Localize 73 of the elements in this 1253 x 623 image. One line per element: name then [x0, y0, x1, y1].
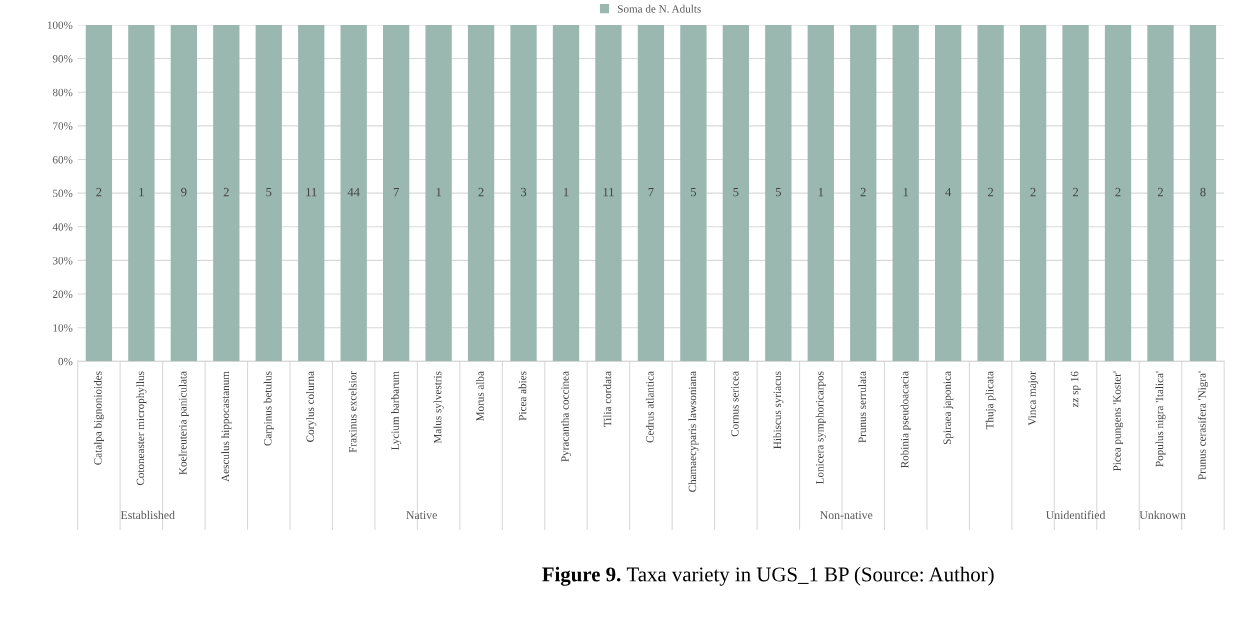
legend-label: Soma de N. Adults: [618, 4, 701, 13]
x-tick-label: Pyracantha coccinea: [560, 371, 572, 462]
x-tick-label: Cedrus atlantica: [645, 371, 654, 443]
annotation: 7: [393, 187, 399, 197]
x-tick-label: Cornus sericea: [731, 371, 739, 437]
x-tick-label: Fraxinus excelsior: [348, 371, 357, 453]
annotation: 2: [988, 187, 994, 197]
y-tick-label: 0%: [58, 357, 73, 366]
text: Established: [120, 510, 175, 520]
annotation: 1: [818, 187, 824, 197]
x-tick-label: Chamaecyparis lawsoniana: [688, 371, 699, 492]
x-tick-label: Malus sylvestris: [433, 371, 444, 444]
text: Unidentified: [1045, 510, 1106, 520]
y-tick-label: 100%: [47, 21, 73, 29]
y-tick-label: 50%: [53, 189, 73, 198]
y-tick-label: 30%: [52, 256, 73, 265]
y-tick-label: 80%: [52, 88, 73, 97]
x-tick-label: Thuja plicata: [985, 371, 996, 430]
x-tick-label: Cotoneaster microphyllus: [136, 371, 147, 486]
annotation: 3: [521, 187, 527, 197]
annotation: 2: [96, 187, 102, 197]
x-tick-label: Morus alba: [476, 371, 484, 422]
annotation: 1: [563, 187, 569, 197]
annotation: 2: [1072, 187, 1078, 197]
x-tick-label: Picea pungens 'Koster': [1113, 371, 1124, 472]
annotation: 8: [1200, 187, 1206, 197]
x-tick-label: Tilia cordata: [603, 371, 612, 427]
annotation: 5: [733, 187, 739, 197]
annotation: 2: [1115, 187, 1121, 197]
x-tick-label: Corylus colurna: [306, 371, 317, 442]
text: Taxa variety in UGS_1 BP (Source: Author): [626, 566, 994, 586]
x-tick-label: Carpinus betulus: [263, 371, 274, 446]
x-tick-label: Picea abies: [518, 371, 527, 421]
x-tick-label: Prunus cerasifera 'Nigra': [1197, 371, 1209, 480]
text: Native: [406, 511, 437, 520]
annotation: 9: [181, 187, 187, 197]
text: Unknown: [1139, 510, 1186, 520]
y-tick-label: 40%: [52, 223, 73, 231]
text: Figure 9.: [542, 566, 621, 586]
annotation: 5: [266, 187, 272, 197]
x-tick-label: Robinia pseudoacacia: [900, 371, 911, 468]
x-tick-label: Catalpa bignonioides: [93, 371, 104, 465]
x-tick-label: Vinca major: [1028, 371, 1039, 426]
x-tick-label: Aesculus hippocastanum: [221, 371, 232, 482]
y-tick-label: 20%: [52, 290, 73, 299]
annotation: 5: [691, 187, 697, 197]
x-tick-label: Hibiscus syriacus: [773, 371, 784, 449]
x-tick-label: Koelreuteria paniculata: [178, 371, 189, 475]
x-tick-label: Spiraea japonica: [943, 371, 954, 445]
annotation: 2: [1157, 187, 1163, 197]
x-tick-label: Prunus serrulata: [858, 371, 867, 443]
annotation: 11: [603, 187, 614, 197]
annotation: 11: [306, 187, 317, 197]
x-tick-label: Lonicera symphoricarpos: [815, 371, 826, 484]
annotation: 1: [436, 187, 441, 197]
y-tick-label: 90%: [52, 55, 73, 63]
y-tick-label: 70%: [53, 122, 73, 130]
annotation: 4: [945, 187, 952, 197]
annotation: 2: [223, 187, 229, 197]
annotation: 2: [478, 187, 484, 197]
annotation: 1: [903, 187, 909, 197]
x-tick-label: zz sp 16: [1070, 371, 1081, 408]
annotation: 2: [860, 187, 866, 197]
y-tick-label: 60%: [52, 155, 73, 164]
annotation: 1: [139, 187, 144, 197]
annotation: 7: [648, 187, 654, 197]
annotation: 2: [1030, 187, 1036, 197]
text: Non-native: [820, 511, 873, 520]
annotation: 44: [347, 187, 360, 197]
annotation: 5: [775, 187, 781, 197]
x-tick-label: Populus nigra 'Italica': [1155, 371, 1166, 467]
x-tick-label: Lycium barbarum: [391, 371, 402, 451]
y-tick-label: 10%: [53, 324, 73, 332]
